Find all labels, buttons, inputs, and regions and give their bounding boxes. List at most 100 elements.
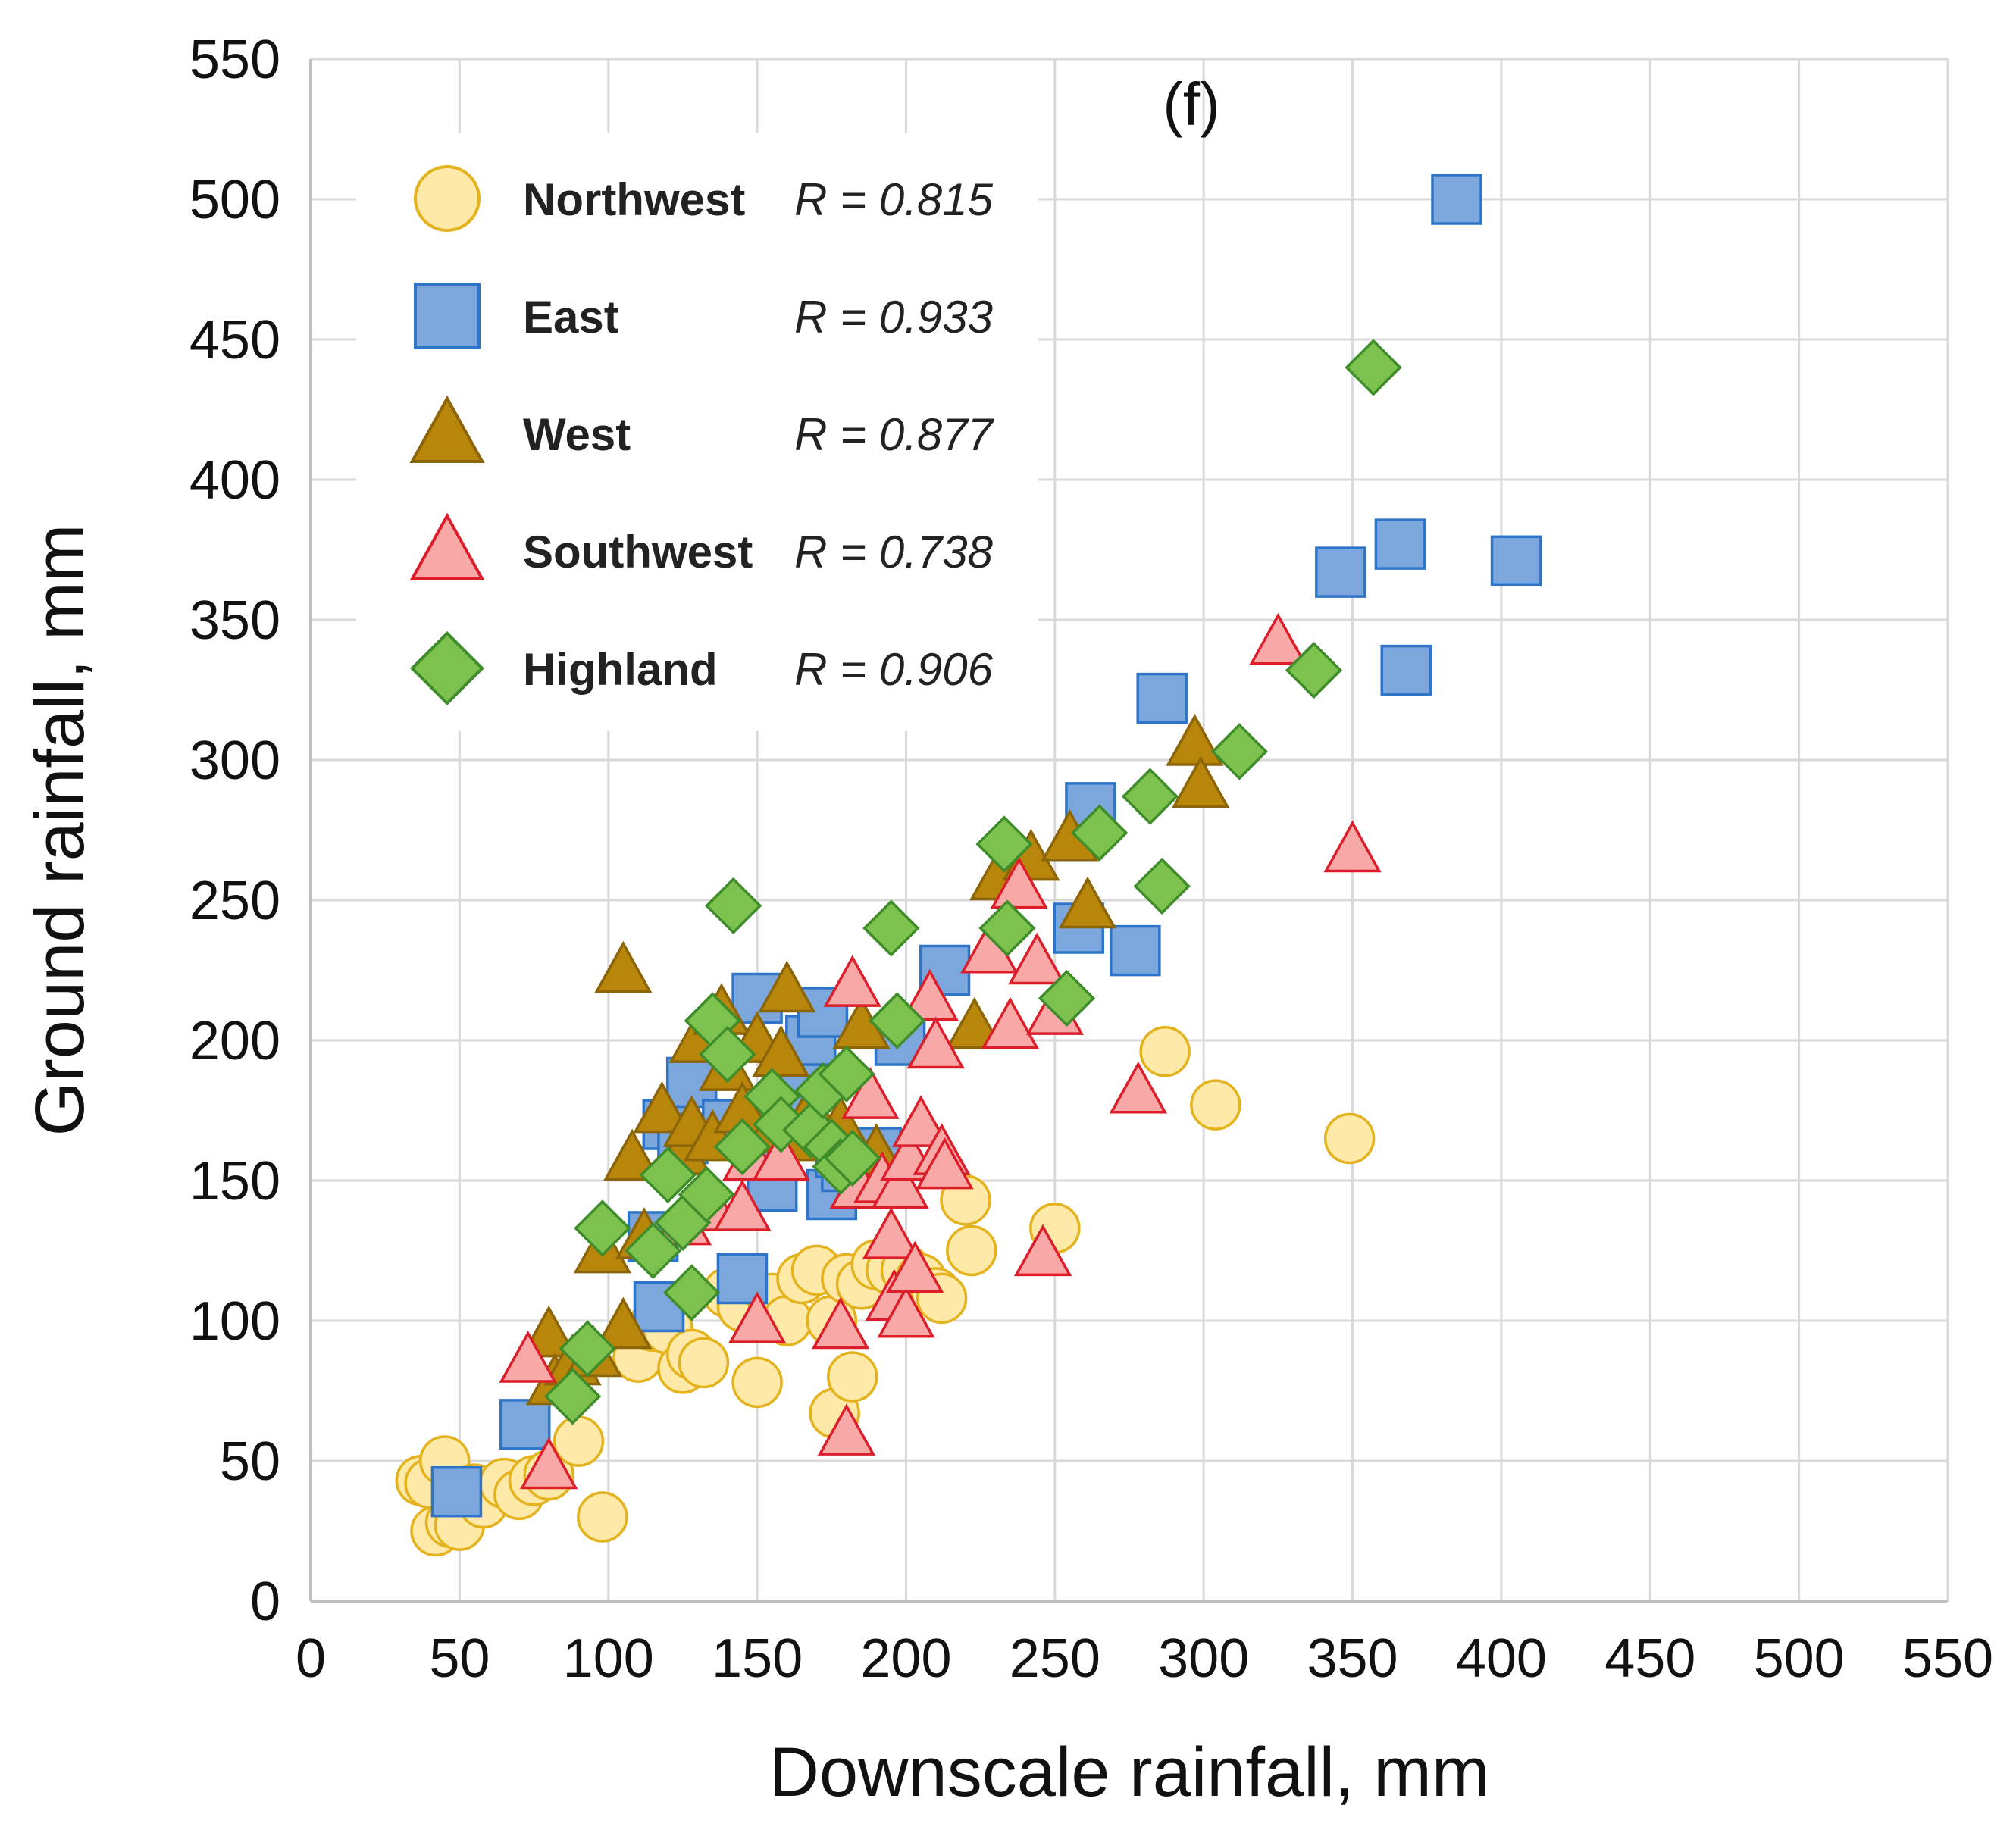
y-tick-label: 450 <box>189 310 280 371</box>
x-tick-label: 500 <box>1754 1628 1845 1689</box>
southwest-point <box>981 996 1040 1049</box>
tick-labels: 0 50 100 150 200 250 300 350 400 450 500 550 0 50 100 1… <box>189 30 1993 1689</box>
y-tick-label: 500 <box>189 170 280 230</box>
y-tick-label: 250 <box>189 871 280 931</box>
highland-point <box>978 899 1036 957</box>
highland-point <box>1038 969 1096 1027</box>
southwest-point <box>817 1403 876 1456</box>
legend-series-name: Southwest <box>523 527 753 577</box>
y-tick-label: 350 <box>189 590 280 651</box>
highland-point <box>868 992 926 1049</box>
x-tick-label: 250 <box>1010 1628 1100 1689</box>
west-point <box>594 940 653 993</box>
highland-point <box>574 1199 631 1257</box>
highland-point <box>1133 857 1191 915</box>
highland-point <box>1210 723 1268 780</box>
highland-point <box>1071 804 1129 862</box>
southwest-point <box>877 1285 935 1338</box>
legend-r-value: R = 0.877 <box>794 409 994 460</box>
highland-legend-marker <box>409 630 485 706</box>
highland-point <box>639 1146 697 1204</box>
highland-point <box>663 1264 721 1321</box>
legend: Northwest R = 0.815 East R = 0.933 West R = 0… <box>356 133 1038 731</box>
southwest-point <box>886 1240 944 1293</box>
legend-series-name: West <box>523 409 631 460</box>
legend-series-name: Northwest <box>523 174 745 225</box>
east-point <box>1374 518 1426 570</box>
southwest-point <box>862 1207 920 1259</box>
southwest-point <box>990 856 1048 909</box>
y-tick-label: 50 <box>220 1431 280 1492</box>
x-tick-label: 50 <box>429 1628 490 1689</box>
y-tick-label: 550 <box>189 30 280 90</box>
highland-point <box>543 1368 602 1425</box>
southwest-point <box>891 1095 950 1147</box>
series-southwest <box>499 612 1382 1490</box>
west-point <box>945 996 1003 1049</box>
legend-r-value: R = 0.933 <box>794 292 993 342</box>
x-tick-label: 400 <box>1456 1628 1547 1689</box>
east-legend-marker <box>414 283 481 349</box>
east-point <box>430 1465 483 1518</box>
highland-point <box>713 1118 772 1176</box>
legend-r-value: R = 0.815 <box>794 174 993 225</box>
x-tick-label: 450 <box>1604 1628 1695 1689</box>
x-tick-label: 150 <box>712 1628 803 1689</box>
southwest-legend-marker <box>409 512 485 580</box>
y-tick-label: 150 <box>189 1151 280 1212</box>
highland-point <box>704 877 762 935</box>
northwest-point <box>1323 1112 1376 1165</box>
northwest-point <box>577 1491 628 1543</box>
highland-point <box>624 1221 682 1280</box>
highland-point <box>1121 768 1179 825</box>
legend-item-northwest: Northwest R = 0.815 <box>414 165 994 232</box>
highland-point <box>818 1045 875 1103</box>
legend-r-value: R = 0.738 <box>794 527 993 577</box>
highland-point <box>559 1320 616 1378</box>
west-point <box>1058 876 1117 929</box>
southwest-point <box>871 1156 929 1209</box>
east-point <box>1110 924 1161 977</box>
legend-r-value: R = 0.906 <box>794 644 993 695</box>
northwest-legend-marker <box>414 165 481 232</box>
highland-point <box>678 1165 736 1224</box>
legend-item-east: East R = 0.933 <box>414 283 993 349</box>
highland-point <box>975 815 1033 873</box>
southwest-point <box>713 1179 772 1231</box>
x-tick-label: 550 <box>1902 1628 1993 1689</box>
southwest-point <box>1008 932 1066 985</box>
northwest-point <box>946 1224 997 1277</box>
y-tick-label: 400 <box>189 450 280 511</box>
x-tick-label: 100 <box>563 1628 654 1689</box>
x-tick-label: 200 <box>860 1628 951 1689</box>
y-tick-label: 300 <box>189 730 280 791</box>
southwest-point <box>906 1016 965 1069</box>
east-point <box>499 1399 551 1450</box>
east-point <box>1136 672 1188 724</box>
northwest-point <box>678 1337 730 1389</box>
legend-series-name: Highland <box>523 644 718 695</box>
northwest-point <box>1190 1079 1241 1131</box>
southwest-point <box>823 955 881 1007</box>
southwest-point <box>916 1137 974 1190</box>
legend-item-west: West R = 0.877 <box>409 395 995 463</box>
legend-item-highland: Highland R = 0.906 <box>409 630 994 706</box>
west-point <box>603 1128 662 1181</box>
highland-point <box>699 1025 756 1084</box>
x-tick-label: 350 <box>1307 1628 1398 1689</box>
southwest-point <box>1323 820 1382 873</box>
southwest-point <box>520 1437 578 1490</box>
east-point <box>1315 546 1366 598</box>
x-tick-label: 0 <box>296 1628 326 1689</box>
east-point <box>1490 535 1542 587</box>
y-tick-label: 0 <box>250 1572 280 1632</box>
southwest-point <box>728 1291 787 1343</box>
highland-point <box>1345 339 1402 396</box>
highland-point <box>862 899 920 957</box>
southwest-point <box>752 1128 810 1181</box>
west-point <box>633 1081 691 1134</box>
y-tick-label: 200 <box>189 1011 280 1071</box>
east-point <box>1431 174 1482 225</box>
northwest-point <box>731 1356 783 1409</box>
